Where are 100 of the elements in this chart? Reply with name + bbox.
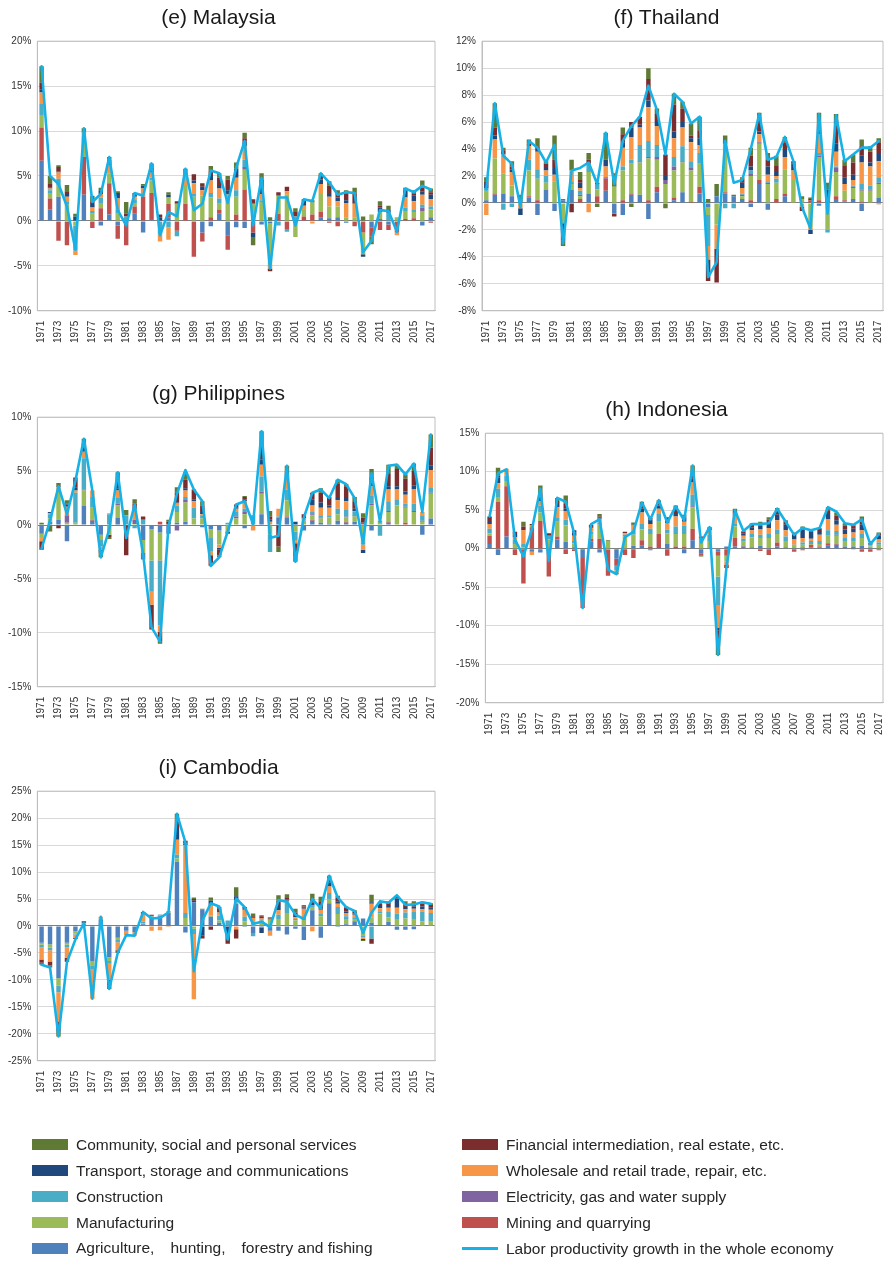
x-tick-label: 1997 (255, 696, 267, 719)
x-tick-label: 2001 (737, 712, 749, 735)
x-tick-label: 1971 (35, 696, 47, 719)
x-tick-label: 1995 (238, 320, 250, 343)
x-tick-label: 2015 (407, 696, 419, 719)
x-tick-label: 1989 (635, 712, 647, 735)
y-tick-label: -15% (455, 658, 480, 669)
y-tick-label: 8% (461, 88, 477, 100)
x-tick-label: 2015 (855, 712, 867, 735)
x-tick-label: 2017 (424, 696, 436, 719)
legend-label: Community, social and personal services (76, 1135, 357, 1154)
y-tick-label: 15% (11, 79, 32, 91)
y-tick-label: -10% (7, 973, 32, 985)
x-tick-label: 1997 (701, 320, 713, 343)
x-tick-label: 2011 (373, 1070, 385, 1093)
y-tick-label: -2% (458, 223, 477, 235)
x-tick-label: 2017 (424, 320, 436, 343)
x-tick-label: 1989 (187, 320, 199, 343)
x-tick-label: 1987 (170, 320, 182, 343)
x-tick-label: 1975 (69, 696, 81, 719)
x-tick-label: 2009 (356, 320, 368, 343)
legend-label: Transport, storage and communications (76, 1161, 349, 1180)
y-tick-label: 5% (464, 503, 480, 515)
y-tick-label: 10% (456, 61, 477, 73)
y-tick-label: -25% (7, 1054, 32, 1066)
x-tick-label: 1985 (599, 320, 611, 343)
y-tick-label: -6% (458, 277, 477, 289)
y-tick-label: 0% (464, 542, 480, 554)
x-tick-label: 2011 (821, 320, 833, 343)
x-tick-label: 2013 (390, 1070, 402, 1093)
x-tick-label: 2005 (770, 320, 782, 343)
x-tick-label: 1977 (531, 320, 543, 343)
y-tick-label: 10% (459, 465, 480, 477)
x-tick-label: 1985 (153, 696, 165, 719)
y-tick-label: 0% (461, 196, 477, 208)
x-tick-label: 1981 (119, 1070, 131, 1093)
x-tick-label: 2015 (407, 320, 419, 343)
x-tick-label: 2003 (753, 320, 765, 343)
x-tick-label: 2011 (821, 712, 833, 735)
legend-label: Labor productivity growth in the whole economy (506, 1239, 834, 1258)
x-tick-label: 2009 (804, 320, 816, 343)
x-tick-label: 1979 (103, 696, 115, 719)
x-tick-label: 1979 (548, 320, 560, 343)
x-tick-label: 2017 (424, 1070, 436, 1093)
x-tick-label: 2003 (306, 1070, 318, 1093)
y-tick-label: 15% (11, 838, 32, 850)
x-tick-label: 2015 (855, 320, 867, 343)
x-tick-label: 2011 (373, 320, 385, 343)
x-tick-label: 2007 (787, 712, 799, 735)
x-tick-label: 1993 (221, 320, 233, 343)
x-tick-label: 1973 (52, 696, 64, 719)
x-tick-label: 1987 (170, 1070, 182, 1093)
y-tick-label: -5% (13, 259, 32, 271)
y-tick-label: -5% (13, 572, 32, 584)
x-tick-label: 2005 (322, 1070, 334, 1093)
x-tick-label: 2007 (339, 320, 351, 343)
x-tick-label: 1977 (534, 712, 546, 735)
x-tick-label: 1993 (667, 320, 679, 343)
y-tick-label: 10% (11, 410, 32, 422)
x-tick-label: 1977 (86, 320, 98, 343)
x-tick-label: 2007 (339, 1070, 351, 1093)
chart-title: (h) Indonesia (605, 397, 729, 421)
x-tick-label: 2011 (373, 696, 385, 719)
x-tick-label: 1981 (119, 696, 131, 719)
x-tick-label: 1999 (272, 320, 284, 343)
y-tick-label: 10% (11, 124, 32, 136)
x-tick-label: 2001 (289, 320, 301, 343)
x-tick-label: 2015 (407, 1070, 419, 1093)
y-tick-label: 2% (461, 169, 477, 181)
x-tick-label: 1981 (565, 320, 577, 343)
x-tick-label: 2009 (804, 712, 816, 735)
chart-title: (g) Philippines (151, 381, 286, 405)
legend-label: Financial intermediation, real estate, etc. (506, 1135, 785, 1154)
y-tick-label: 5% (16, 892, 32, 904)
x-tick-label: 1981 (567, 712, 579, 735)
chart-title: (i) Cambodia (158, 755, 279, 779)
x-tick-label: 1989 (187, 696, 199, 719)
legend-label: Wholesale and retail trade, repair, etc. (506, 1161, 768, 1180)
x-tick-label: 1975 (514, 320, 526, 343)
x-tick-label: 2007 (339, 696, 351, 719)
x-tick-label: 1985 (153, 1070, 165, 1093)
x-tick-label: 1997 (255, 1070, 267, 1093)
y-tick-label: -10% (7, 626, 32, 638)
legend-label: Agriculture, hunting, forestry and fishing (76, 1238, 373, 1258)
x-tick-label: 1983 (582, 320, 594, 343)
x-tick-label: 1979 (103, 1070, 115, 1093)
x-tick-label: 2013 (390, 320, 402, 343)
x-tick-label: 1983 (136, 1070, 148, 1093)
y-tick-label: 15% (459, 426, 480, 438)
x-tick-label: 1993 (221, 696, 233, 719)
y-tick-label: -20% (455, 696, 480, 708)
x-tick-label: 1973 (52, 320, 64, 343)
x-tick-label: 2009 (356, 696, 368, 719)
y-tick-label: -5% (461, 580, 480, 592)
legend-label: Manufacturing (76, 1213, 175, 1232)
x-tick-label: 1981 (119, 320, 131, 343)
x-tick-label: 1975 (69, 1070, 81, 1093)
x-tick-label: 1973 (500, 712, 512, 735)
x-tick-label: 1991 (650, 320, 662, 343)
x-tick-label: 2013 (838, 320, 850, 343)
